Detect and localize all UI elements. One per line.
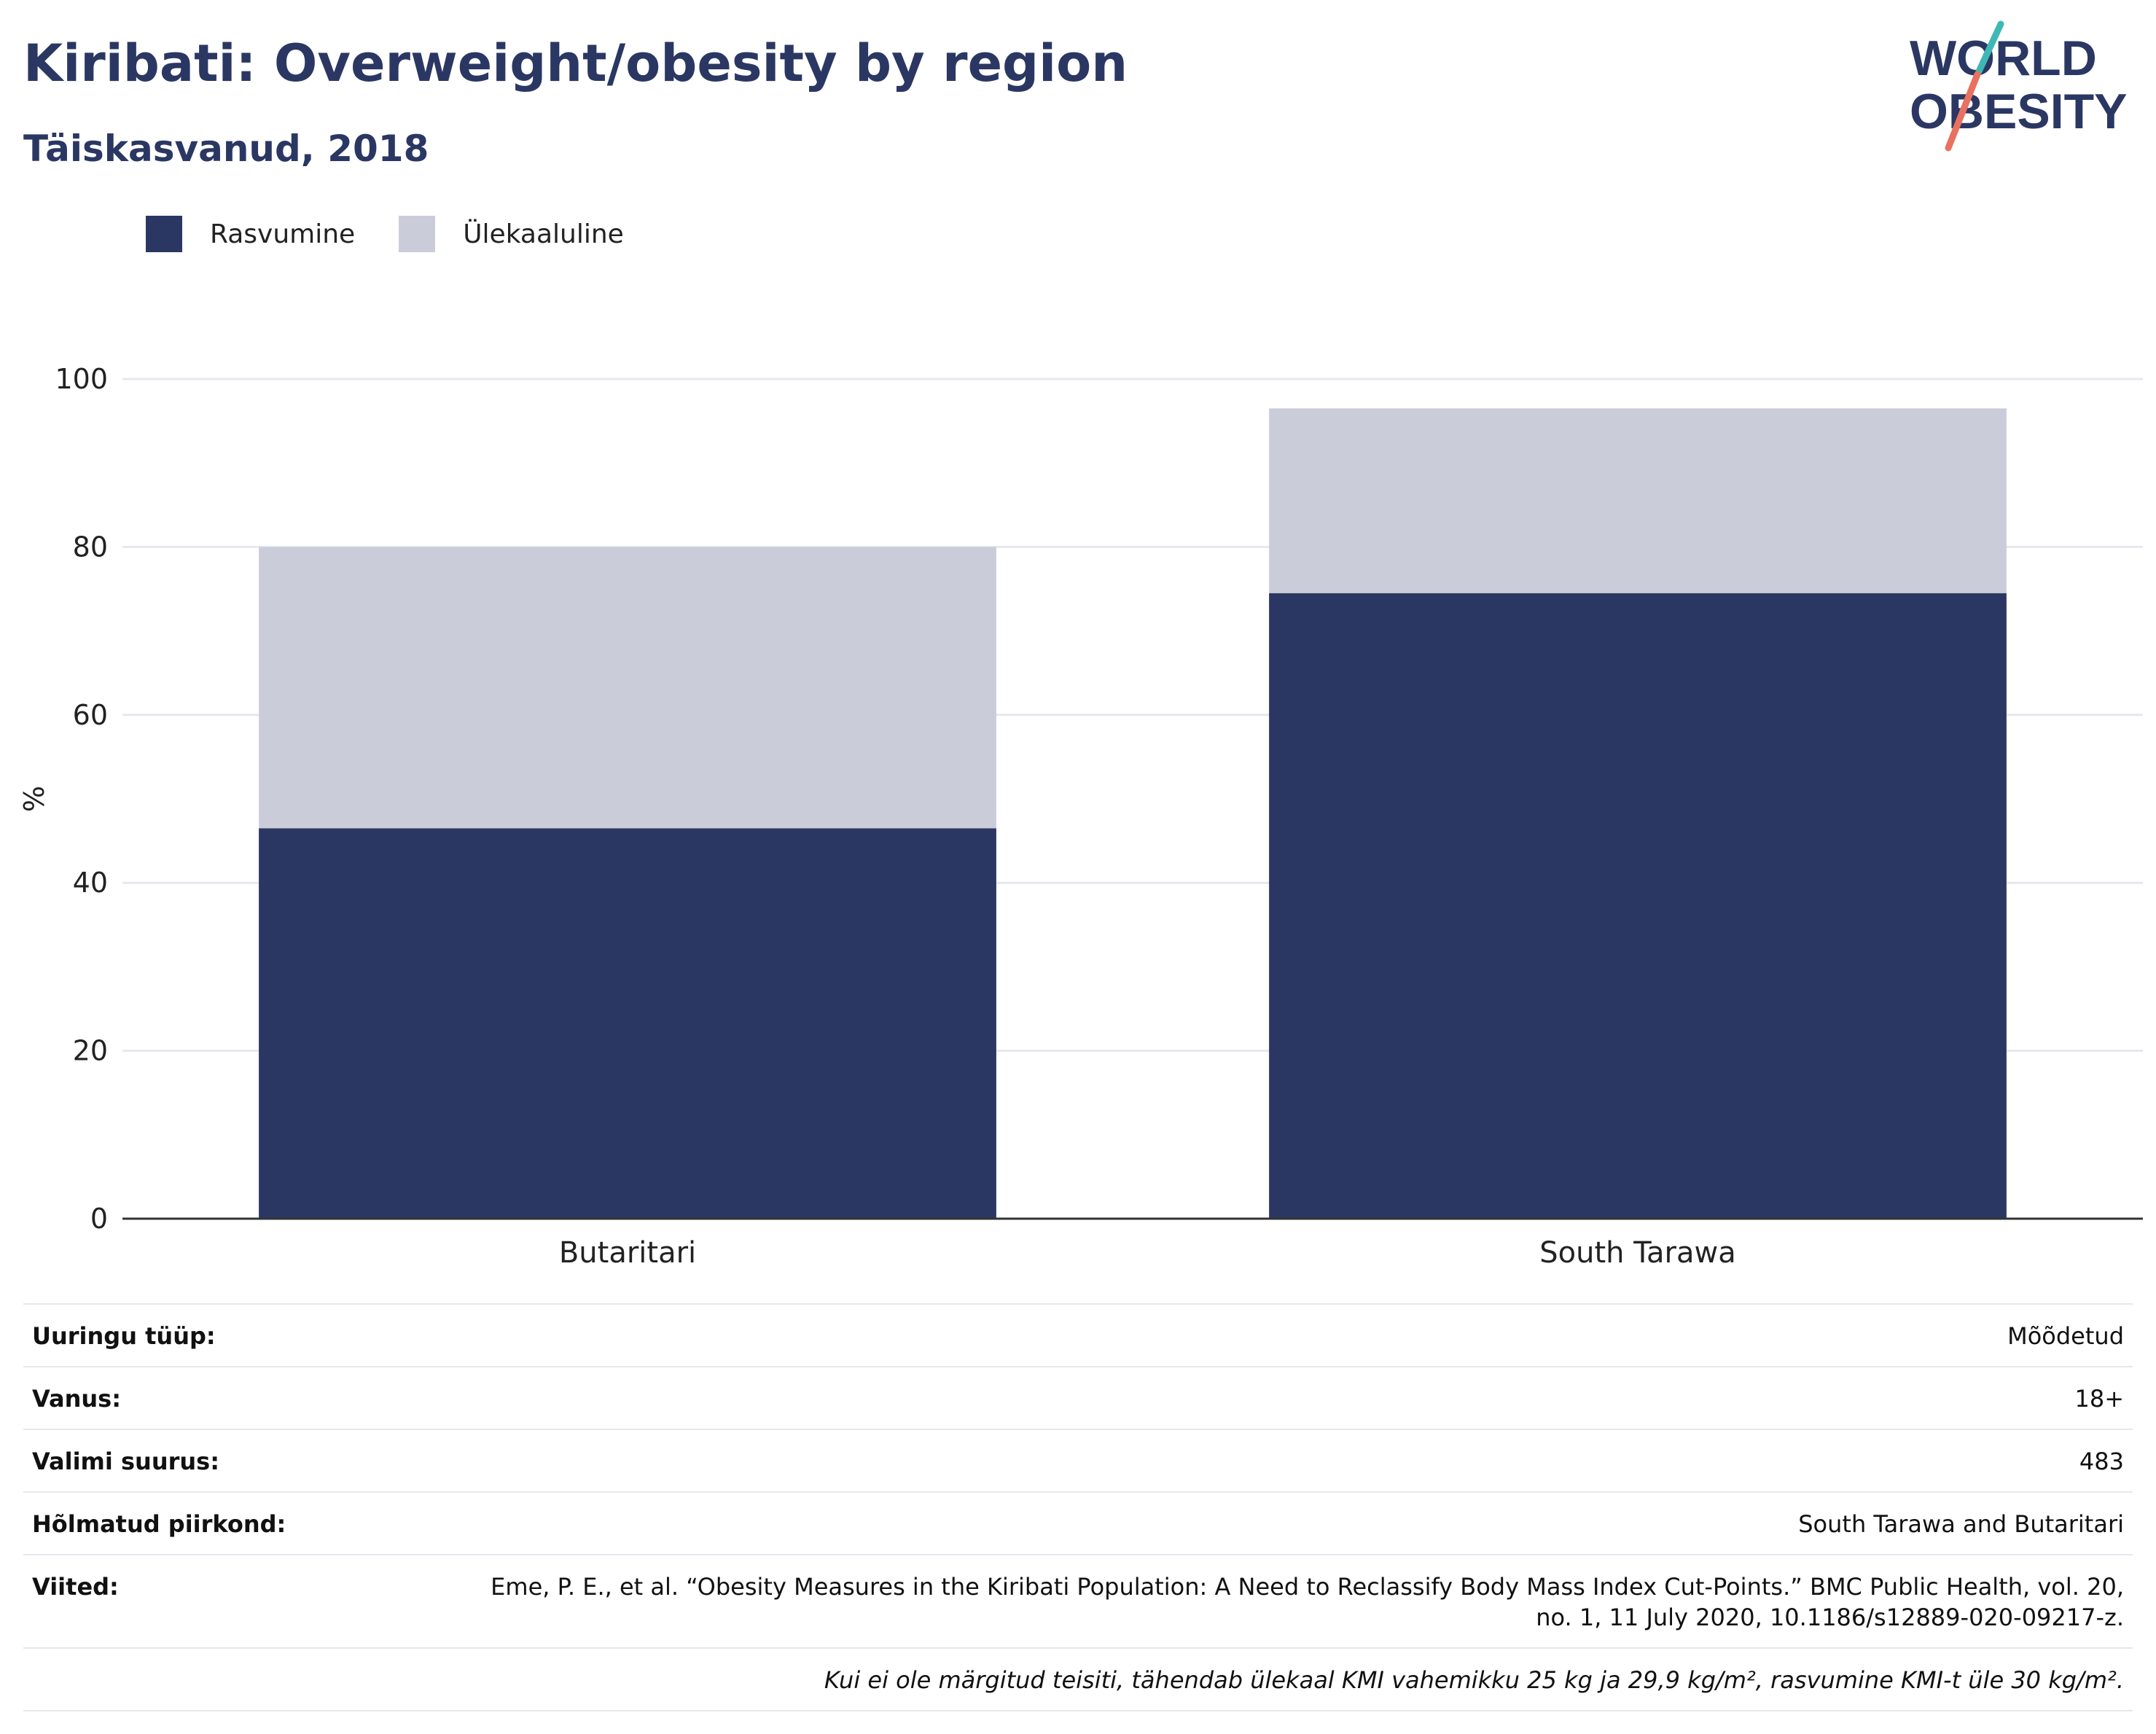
logo-slash-coral	[1945, 71, 1981, 152]
legend-label-overweight: Ülekaaluline	[463, 219, 624, 249]
bar-overweight-butaritari[interactable]	[259, 547, 996, 829]
bar-series	[259, 408, 2007, 1219]
meta-row-note: Kui ei ole märgitud teisiti, tähendab ül…	[23, 1649, 2133, 1711]
meta-row-coverage: Hõlmatud piirkond: South Tarawa and Buta…	[23, 1493, 2133, 1555]
legend-swatch-overweight	[399, 216, 436, 252]
bar-overweight-south-tarawa[interactable]	[1269, 408, 2007, 593]
y-tick-label: 20	[73, 1035, 108, 1067]
legend-swatch-obesity	[146, 216, 182, 252]
meta-label-age: Vanus:	[32, 1385, 122, 1413]
legend-label-obesity: Rasvumine	[210, 219, 356, 249]
y-tick-label: 100	[55, 363, 108, 395]
meta-label-survey-type: Uuringu tüüp:	[32, 1322, 216, 1350]
logo-word-world: WORLD	[1910, 31, 2097, 86]
meta-value-age: 18+	[2074, 1385, 2124, 1413]
bar-chart: 0 20 40 60 80 100 Butaritari South Tarawa %	[18, 363, 2143, 1270]
x-axis-ticks: Butaritari South Tarawa	[559, 1236, 1736, 1270]
logo-slash-teal	[1975, 20, 2004, 75]
meta-label-sample-size: Valimi suurus:	[32, 1448, 220, 1475]
meta-value-references: Eme, P. E., et al. “Obesity Measures in …	[491, 1573, 2124, 1631]
chart-legend: Rasvumine Ülekaaluline	[146, 216, 668, 252]
meta-value-coverage: South Tarawa and Butaritari	[1798, 1510, 2124, 1538]
meta-row-references: Viited: Eme, P. E., et al. “Obesity Meas…	[23, 1555, 2133, 1649]
meta-label-coverage: Hõlmatud piirkond:	[32, 1510, 286, 1538]
meta-row-age: Vanus: 18+	[23, 1367, 2133, 1430]
y-tick-label: 40	[73, 867, 108, 899]
y-tick-label: 80	[73, 531, 108, 563]
y-tick-label: 0	[90, 1203, 108, 1235]
y-tick-label: 60	[73, 699, 108, 731]
world-obesity-logo: WORLD OBESITY	[1910, 20, 2128, 152]
meta-value-sample-size: 483	[2079, 1448, 2124, 1475]
chart-title: Kiribati: Overweight/obesity by region	[23, 34, 1128, 93]
logo-word-obesity: OBESITY	[1910, 84, 2128, 139]
legend-item-overweight[interactable]: Ülekaaluline	[399, 216, 624, 252]
meta-value-survey-type: Mõõdetud	[2007, 1322, 2124, 1350]
legend-item-obesity[interactable]: Rasvumine	[146, 216, 355, 252]
y-axis-ticks: 0 20 40 60 80 100	[55, 363, 108, 1235]
x-tick-label: Butaritari	[559, 1236, 696, 1270]
meta-row-survey-type: Uuringu tüüp: Mõõdetud	[23, 1305, 2133, 1367]
definition-note: Kui ei ole märgitud teisiti, tähendab ül…	[824, 1666, 2124, 1694]
survey-metadata: Uuringu tüüp: Mõõdetud Vanus: 18+ Valimi…	[23, 1303, 2133, 1711]
chart-subtitle: Täiskasvanud, 2018	[23, 128, 429, 170]
y-axis-label: %	[18, 786, 50, 812]
meta-row-sample-size: Valimi suurus: 483	[23, 1430, 2133, 1493]
x-tick-label: South Tarawa	[1539, 1236, 1735, 1270]
meta-label-references: Viited:	[32, 1573, 119, 1601]
bar-obesity-butaritari[interactable]	[259, 828, 996, 1219]
bar-obesity-south-tarawa[interactable]	[1269, 593, 2007, 1219]
